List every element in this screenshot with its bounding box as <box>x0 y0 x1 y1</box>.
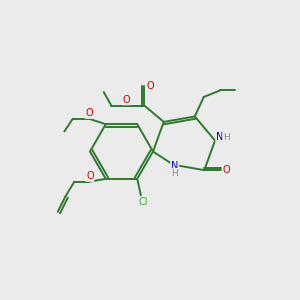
Text: Cl: Cl <box>138 197 148 207</box>
Text: O: O <box>85 108 93 118</box>
Text: O: O <box>122 94 130 104</box>
Text: H: H <box>171 169 178 178</box>
Text: H: H <box>223 133 230 142</box>
Text: O: O <box>223 165 231 175</box>
Text: O: O <box>146 81 154 91</box>
Text: N: N <box>216 132 224 142</box>
Text: O: O <box>86 171 94 181</box>
Text: N: N <box>171 161 178 171</box>
